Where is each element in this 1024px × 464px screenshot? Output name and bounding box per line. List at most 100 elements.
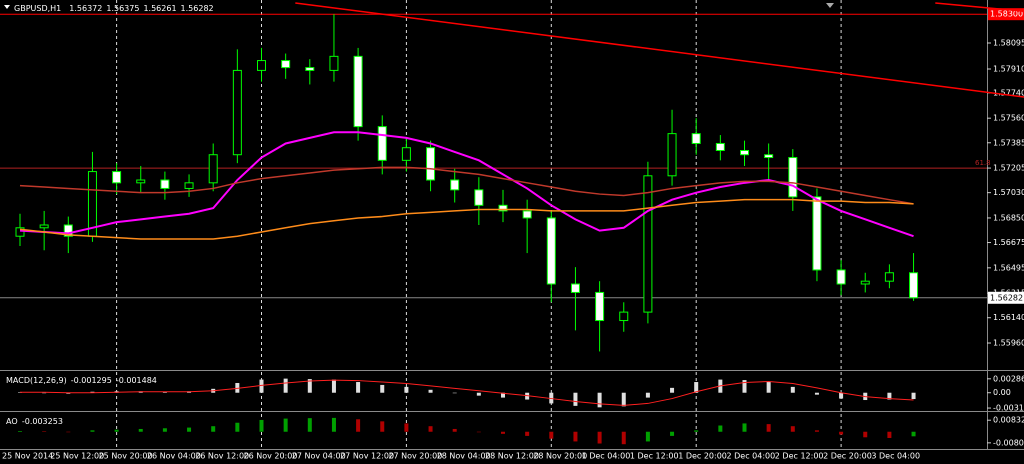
ao-bar	[863, 431, 868, 438]
macd-bar	[694, 382, 699, 393]
macd-bar	[307, 379, 312, 393]
candle-body	[232, 69, 242, 156]
macd-bar	[259, 379, 264, 393]
x-tick-label: 25 Nov 12:00	[50, 452, 104, 461]
macd-bar	[670, 387, 675, 393]
ao-bar	[621, 431, 626, 445]
panel-title: GBPUSD,H1 1.56372 1.56375 1.56261 1.56282	[14, 4, 214, 13]
candle-body	[401, 147, 411, 161]
last-price-box	[988, 291, 1024, 304]
candle-body	[63, 224, 73, 237]
ao-bar	[114, 429, 119, 432]
indicator-name: MACD(12,26,9)	[6, 376, 67, 385]
candle-body	[281, 60, 291, 69]
macd-signal	[20, 379, 914, 406]
candle-body	[715, 142, 725, 152]
macd-bar	[839, 392, 844, 399]
ao-bar	[211, 426, 216, 432]
ao-bar	[839, 431, 844, 435]
candle-body	[909, 272, 919, 299]
x-tick-label: 26 Nov 20:00	[244, 452, 298, 461]
x-tick-label: 1 Dec 20:00	[678, 452, 727, 461]
indicator-name: GBPUSD,H1	[14, 4, 61, 13]
ao-bar	[694, 430, 699, 432]
candle-body	[860, 280, 870, 285]
x-tick-label: 2 Dec 04:00	[727, 452, 776, 461]
panel-title: AO -0.003253	[6, 417, 63, 426]
macd-bar	[452, 392, 457, 394]
y-tick-label: 0.00286	[993, 374, 1024, 383]
moving-average	[19, 131, 914, 238]
candle-body	[764, 154, 774, 159]
ao-bar	[742, 423, 747, 432]
y-tick-label: 1.57740	[993, 88, 1024, 97]
candle-body	[667, 133, 677, 177]
macd-bar	[887, 392, 892, 400]
x-tick-label: 28 Nov 12:00	[485, 452, 539, 461]
ao-bar	[307, 418, 312, 432]
header-value: -0.001295	[71, 376, 112, 385]
y-tick-label: 1.57560	[993, 114, 1024, 123]
candle-body	[208, 154, 218, 184]
moving-average	[19, 198, 914, 240]
ao-bar	[138, 428, 143, 432]
candle-body	[257, 60, 266, 71]
ao-bar	[380, 421, 385, 432]
candle-body	[136, 179, 146, 184]
x-tick-label: 26 Nov 04:00	[147, 452, 201, 461]
ao-bar	[331, 417, 336, 432]
x-tick-label: 27 Nov 20:00	[388, 452, 442, 461]
header-value: -0.003253	[22, 417, 63, 426]
candle-body	[450, 179, 460, 191]
x-tick-label: 28 Nov 04:00	[437, 452, 491, 461]
x-tick-label: 25 Nov 20:00	[99, 452, 153, 461]
x-tick-label: 3 Dec 04:00	[871, 452, 920, 461]
candle-body	[184, 182, 194, 189]
macd-bar	[645, 392, 650, 398]
candle-body	[474, 189, 484, 206]
header-value: 1.56282	[181, 4, 214, 13]
macd-bar	[42, 392, 47, 394]
panel-title: MACD(12,26,9) -0.001295 -0.001484	[6, 376, 157, 385]
y-tick-label: 1.57910	[993, 64, 1024, 73]
y-tick-label: 0.008326	[993, 416, 1024, 425]
ao-bar	[814, 430, 819, 432]
ao-bar	[887, 431, 892, 438]
ao-bar	[670, 431, 675, 436]
x-tick-label: 26 Nov 12:00	[195, 452, 249, 461]
y-tick-label: 1.57385	[993, 138, 1024, 147]
macd-bar	[790, 386, 795, 393]
y-tick-label: 1.55960	[993, 339, 1024, 348]
macd-bar	[380, 384, 385, 393]
y-tick-label: 0.00	[993, 388, 1011, 397]
ao-bar	[428, 426, 433, 432]
x-tick-label: 2 Dec 20:00	[823, 452, 872, 461]
ao-bar	[525, 431, 530, 436]
candle-body	[39, 224, 49, 229]
candle-body	[788, 157, 798, 198]
symbol-arrow	[4, 5, 10, 9]
ao-bar	[452, 428, 457, 432]
last-price-label: 1.56282	[990, 293, 1023, 302]
header-value: 1.56372	[69, 4, 102, 13]
candle-body	[353, 55, 363, 128]
candle-body	[595, 291, 605, 322]
ao-bar	[911, 431, 916, 437]
macd-bar	[766, 382, 771, 393]
ao-bar	[356, 419, 361, 432]
candle-body	[377, 126, 387, 161]
trendline	[935, 2, 1024, 13]
ao-bar	[162, 428, 167, 432]
ao-bar	[718, 425, 723, 432]
x-tick-label: 27 Nov 04:00	[292, 452, 346, 461]
candle-body	[426, 147, 436, 181]
ao-bar	[645, 431, 650, 442]
candle-body	[691, 133, 701, 144]
scroll-marker	[826, 3, 834, 8]
ao-bar	[66, 431, 71, 433]
ao-bar	[549, 431, 554, 439]
candle-body	[643, 175, 653, 313]
candle-body	[160, 179, 170, 189]
